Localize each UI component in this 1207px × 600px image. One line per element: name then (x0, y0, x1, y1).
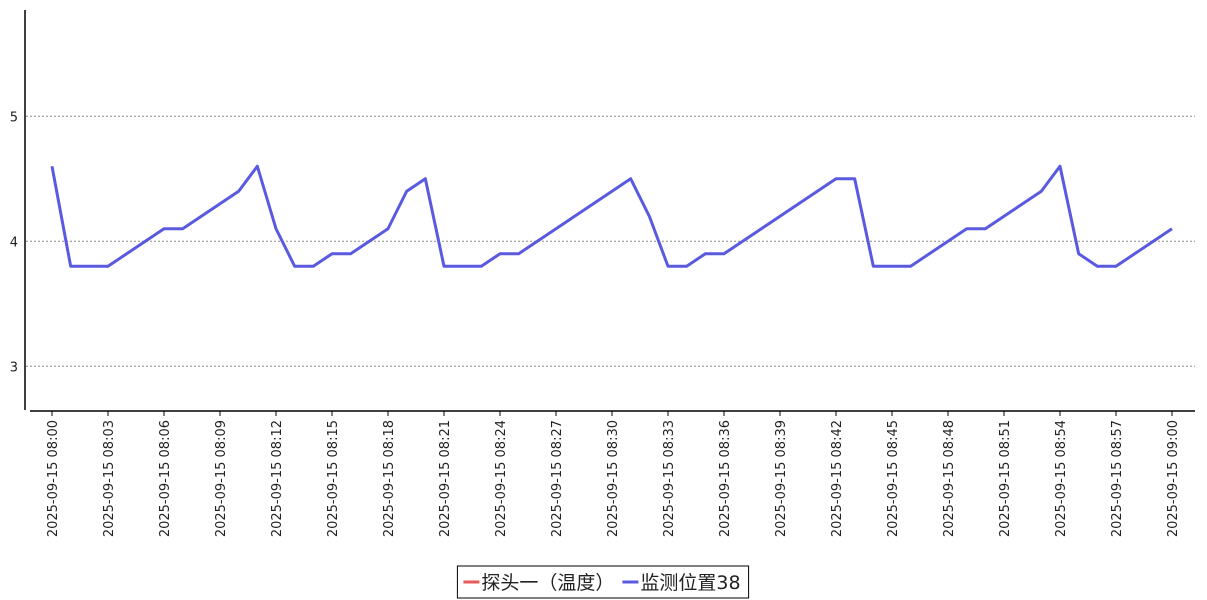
y-tick-label: 4 (10, 235, 18, 250)
x-tick-label: 2025-09-15 08:30 (606, 420, 621, 537)
x-tick-label: 2025-09-15 08:06 (158, 420, 173, 537)
series-line (50, 164, 1173, 268)
x-tick-label: 2025-09-15 08:00 (46, 420, 61, 537)
y-tick-label: 3 (10, 360, 18, 375)
x-tick-label: 2025-09-15 08:51 (998, 420, 1013, 537)
x-tick-label: 2025-09-15 08:18 (382, 420, 397, 537)
x-tick-label: 2025-09-15 08:45 (886, 420, 901, 537)
x-tick-label: 2025-09-15 08:57 (1110, 420, 1125, 537)
legend-label: 探头一（温度） (481, 572, 614, 594)
x-tick-label: 2025-09-15 08:54 (1054, 420, 1069, 537)
x-tick-label: 2025-09-15 08:27 (550, 420, 565, 537)
x-tick-label: 2025-09-15 08:12 (270, 420, 285, 537)
x-tick-label: 2025-09-15 08:48 (942, 420, 957, 537)
x-tick-label: 2025-09-15 08:33 (662, 420, 677, 537)
legend-box (456, 565, 750, 599)
x-tick-label: 2025-09-15 08:09 (214, 420, 229, 537)
x-tick-label: 2025-09-15 08:39 (774, 420, 789, 537)
x-tick-label: 2025-09-15 08:15 (326, 420, 341, 537)
x-tick-label: 2025-09-15 08:21 (438, 420, 453, 537)
legend-label: 监测位置38 (640, 572, 740, 594)
legend: 探头一（温度） 监测位置38 (456, 565, 750, 599)
x-tick-label: 2025-09-15 09:00 (1166, 420, 1181, 537)
x-tick-label: 2025-09-15 08:42 (830, 420, 845, 537)
x-tick-label: 2025-09-15 08:36 (718, 420, 733, 537)
x-tick-label: 2025-09-15 08:24 (494, 420, 509, 537)
y-tick-label: 5 (10, 110, 18, 125)
x-tick-label: 2025-09-15 08:03 (102, 420, 117, 537)
